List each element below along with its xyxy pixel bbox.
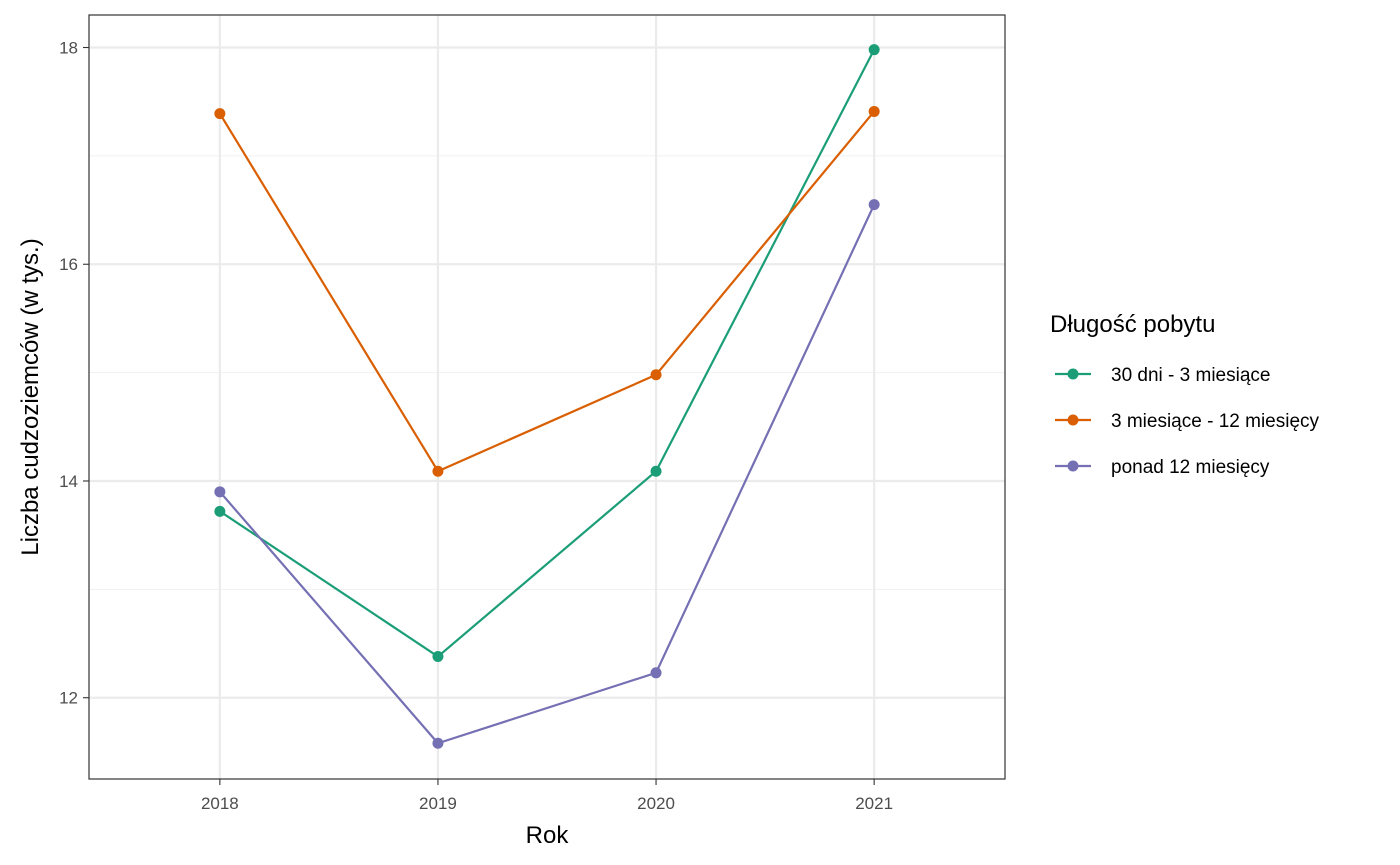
data-point-series-2 xyxy=(868,105,880,117)
x-axis-title: Rok xyxy=(526,822,570,849)
series-line-3 xyxy=(219,204,876,745)
data-point-series-3 xyxy=(650,667,662,679)
data-point-series-2 xyxy=(214,108,226,120)
legend-key-point xyxy=(1067,460,1079,472)
data-point-series-2 xyxy=(432,465,444,477)
data-point-series-2 xyxy=(650,369,662,381)
legend-title: Długość pobytu xyxy=(1050,311,1215,338)
x-tick-label: 2021 xyxy=(855,794,893,813)
data-point-series-1 xyxy=(214,505,226,517)
legend-label: ponad 12 miesięcy xyxy=(1111,457,1270,478)
series-line-1 xyxy=(219,49,876,658)
series-line-2 xyxy=(218,110,875,473)
y-tick-label: 18 xyxy=(59,39,78,58)
y-tick-label: 14 xyxy=(59,472,78,491)
data-point-series-1 xyxy=(650,465,662,477)
legend-label: 3 miesiące - 12 miesięcy xyxy=(1111,411,1320,432)
gridlines xyxy=(89,15,1005,779)
data-point-series-1 xyxy=(432,651,444,663)
x-tick-label: 2018 xyxy=(201,794,239,813)
plot-panel-border xyxy=(88,14,1006,780)
y-tick-label: 16 xyxy=(59,255,78,274)
data-point-series-3 xyxy=(868,199,880,211)
y-tick-label: 12 xyxy=(59,689,78,708)
y-axis-title: Liczba cudzoziemców (w tys.) xyxy=(17,238,44,555)
data-point-series-3 xyxy=(214,486,226,498)
legend: Długość pobytu 30 dni - 3 miesiące 3 mies… xyxy=(1050,311,1320,478)
series-lines xyxy=(214,44,880,749)
legend-key-point xyxy=(1067,414,1079,426)
legend-label: 30 dni - 3 miesiące xyxy=(1111,365,1270,386)
legend-key-point xyxy=(1067,368,1079,380)
data-point-series-3 xyxy=(432,737,444,749)
axes: 12 14 16 18 2018 2019 2020 2021 xyxy=(59,39,893,813)
x-tick-label: 2019 xyxy=(419,794,457,813)
x-tick-label: 2020 xyxy=(637,794,675,813)
data-point-series-1 xyxy=(868,44,880,56)
